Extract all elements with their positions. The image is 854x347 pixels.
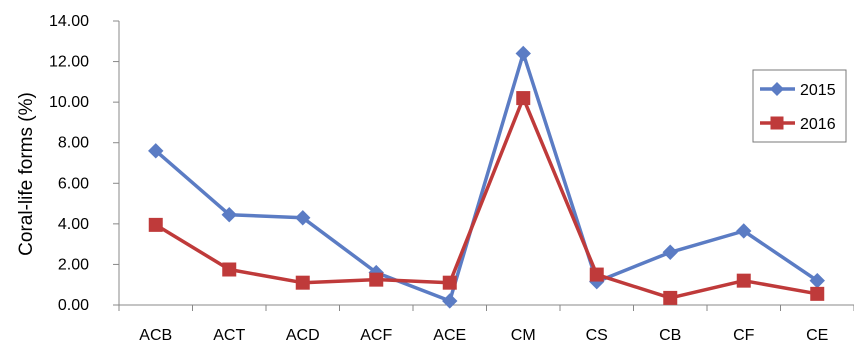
data-point-2016 [295,275,310,290]
data-point-2015 [442,293,458,309]
y-tick-label: 6.00 [58,175,89,192]
data-point-2015 [295,210,311,226]
x-tick-label: CB [659,327,681,344]
legend: 2015 2016 [752,69,847,143]
x-ticks: ACB ACT ACD ACF ACE CM CS CB CF CE [118,305,854,344]
y-tick-label: 0.00 [58,297,89,314]
series-markers [148,45,825,309]
x-tick-label: ACB [139,327,172,344]
series-line-2016 [154,96,818,300]
data-point-2016 [736,273,751,288]
y-tick-label: 4.00 [58,216,89,233]
data-point-2016 [516,91,531,106]
data-point-2015 [515,45,531,62]
data-point-2016 [222,262,237,277]
y-ticks: 0.00 2.00 4.00 6.00 8.00 10.00 12.00 14.00 [49,13,119,314]
legend-label-2015: 2015 [800,82,836,99]
y-tick-label: 8.00 [58,135,89,152]
y-tick-label: 2.00 [58,256,89,273]
data-point-2015 [662,244,678,260]
data-point-2015 [736,223,752,239]
data-point-2015 [148,143,164,159]
x-tick-label: CS [586,327,608,344]
data-point-2016 [148,217,163,232]
series-lines [154,51,819,303]
x-tick-label: ACT [213,327,245,344]
data-point-2016 [369,272,384,287]
data-point-2016 [663,290,678,305]
y-axis-title: Coral-life forms (%) [16,92,37,256]
data-point-2015 [221,207,237,223]
x-tick-label: ACD [286,327,320,344]
legend-marker-2015 [770,82,784,96]
x-tick-label: CE [806,327,828,344]
data-point-2016 [589,267,604,282]
x-tick-label: ACF [360,327,392,344]
data-point-2016 [810,286,825,301]
y-tick-label: 10.00 [49,94,89,111]
axes [118,21,854,306]
x-tick-label: CF [733,327,755,344]
y-tick-label: 14.00 [49,13,89,30]
x-tick-label: ACE [433,327,466,344]
y-tick-label: 12.00 [49,54,89,71]
legend-label-2016: 2016 [800,116,836,133]
legend-marker-2016 [770,116,784,130]
x-tick-label: CM [511,327,536,344]
series-line-2015 [154,51,819,303]
data-point-2016 [442,275,457,290]
legend-box [752,69,847,143]
